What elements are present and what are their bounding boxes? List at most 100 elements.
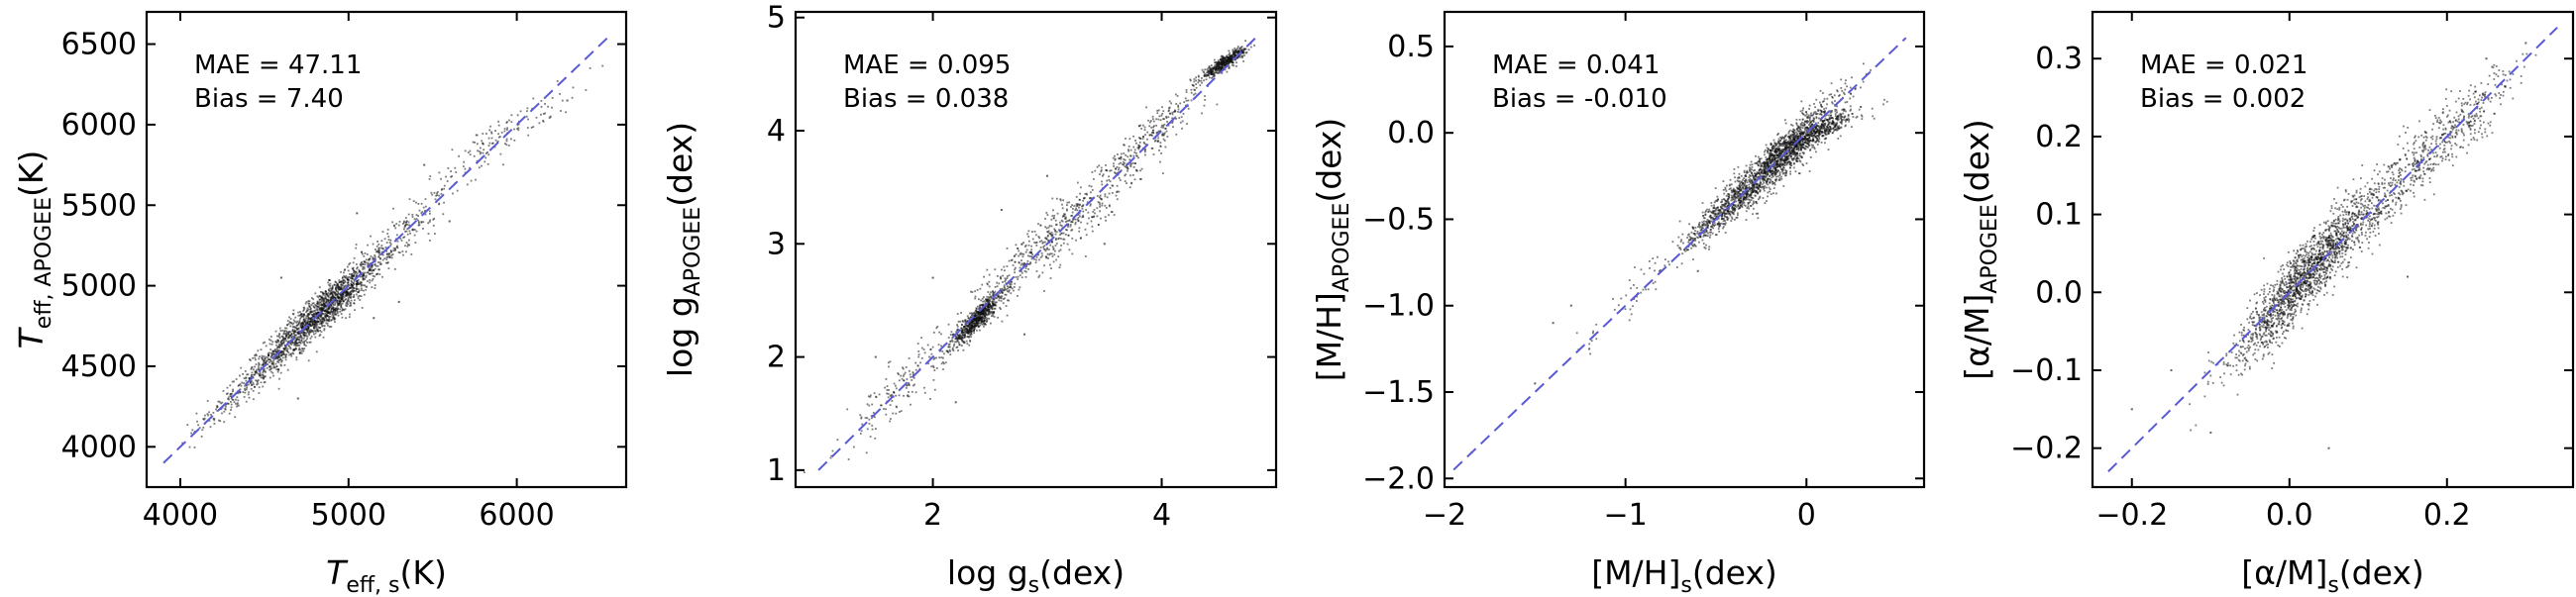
scatter-point: [428, 221, 431, 223]
scatter-point: [374, 255, 376, 258]
scatter-point: [1011, 258, 1014, 261]
scatter-point: [919, 361, 921, 364]
scatter-point: [487, 153, 490, 156]
scatter-point: [1044, 249, 1047, 252]
scatter-point: [350, 283, 353, 286]
scatter-point: [958, 342, 960, 345]
scatter-point: [319, 322, 322, 325]
scatter-point: [362, 266, 365, 268]
scatter-point: [1081, 205, 1083, 208]
scatter-point: [334, 287, 337, 290]
scatter-point: [263, 370, 265, 372]
scatter-point: [1025, 270, 1027, 273]
scatter-point: [347, 276, 350, 278]
scatter-point: [255, 363, 258, 365]
scatter-point: [298, 348, 300, 351]
scatter-point: [255, 370, 258, 373]
scatter-point: [926, 344, 929, 347]
scatter-point: [1062, 242, 1065, 245]
scatter-point: [992, 304, 994, 307]
scatter-point: [393, 268, 396, 270]
scatter-point: [971, 330, 973, 333]
scatter-point: [1730, 220, 1733, 222]
scatter-point: [429, 175, 432, 177]
scatter-point: [387, 239, 390, 241]
scatter-point: [1118, 166, 1121, 169]
scatter-point: [275, 365, 278, 368]
scatter-point: [342, 276, 344, 279]
scatter-point: [278, 327, 281, 330]
scatter-point: [908, 391, 910, 393]
scatter-point: [1062, 199, 1064, 202]
scatter-point: [424, 209, 426, 212]
scatter-point: [1017, 295, 1019, 297]
scatter-point: [1082, 210, 1085, 213]
scatter-point: [1242, 51, 1244, 54]
scatter-point: [347, 279, 350, 282]
scatter-point: [336, 311, 339, 313]
scatter-point: [1193, 88, 1196, 91]
scatter-point: [1780, 160, 1782, 163]
scatter-point: [1044, 237, 1047, 240]
scatter-point: [1066, 201, 1069, 204]
scatter-point: [296, 397, 299, 400]
scatter-point: [1764, 153, 1766, 156]
scatter-point: [883, 408, 885, 410]
scatter-point: [1232, 49, 1234, 51]
scatter-point: [1055, 258, 1057, 261]
scatter-point: [337, 290, 339, 293]
scatter-point: [987, 283, 989, 286]
x-tick-label: 4000: [143, 498, 218, 533]
scatter-point: [906, 378, 909, 380]
scatter-point: [963, 329, 966, 331]
scatter-point: [1161, 134, 1164, 137]
scatter-point: [264, 341, 267, 344]
scatter-point: [322, 325, 325, 327]
scatter-point: [1201, 81, 1203, 84]
scatter-point: [1070, 215, 1073, 217]
scatter-point: [896, 406, 898, 409]
scatter-point: [294, 316, 297, 319]
scatter-point: [473, 154, 476, 157]
scatter-point: [386, 261, 389, 264]
scatter-point: [1165, 117, 1168, 119]
scatter-point: [993, 304, 996, 307]
scatter-point: [377, 261, 379, 263]
scatter-point: [1801, 147, 1804, 149]
scatter-point: [1703, 247, 1706, 249]
scatter-point: [271, 362, 273, 365]
scatter-point: [874, 437, 877, 440]
scatter-point: [868, 423, 871, 425]
scatter-point: [353, 302, 355, 304]
scatter-point: [342, 292, 345, 295]
scatter-point: [1725, 190, 1728, 192]
scatter-point: [324, 290, 327, 293]
scatter-point: [349, 261, 352, 264]
scatter-point: [337, 302, 339, 304]
scatter-point: [409, 232, 411, 235]
scatter-point: [296, 343, 299, 345]
scatter-point: [1750, 190, 1752, 192]
scatter-point: [1041, 271, 1044, 274]
scatter-point: [1221, 68, 1223, 71]
scatter-point: [1233, 50, 1235, 52]
scatter-point: [1226, 59, 1228, 62]
scatter-point: [356, 272, 359, 274]
scatter-point: [300, 327, 303, 330]
scatter-point: [357, 297, 360, 300]
scatter-point: [1055, 243, 1058, 245]
scatter-point: [315, 321, 318, 324]
scatter-point: [281, 359, 283, 362]
scatter-point: [411, 214, 414, 216]
scatter-point: [1000, 291, 1003, 294]
scatter-point: [910, 375, 912, 378]
scatter-point: [372, 269, 375, 272]
scatter-point: [870, 417, 873, 420]
scatter-point: [979, 311, 981, 314]
scatter-point: [418, 221, 420, 224]
scatter-point: [987, 310, 990, 312]
scatter-point: [1759, 189, 1762, 191]
scatter-point: [226, 386, 229, 389]
scatter-point: [330, 300, 332, 303]
scatter-point: [1125, 138, 1127, 140]
